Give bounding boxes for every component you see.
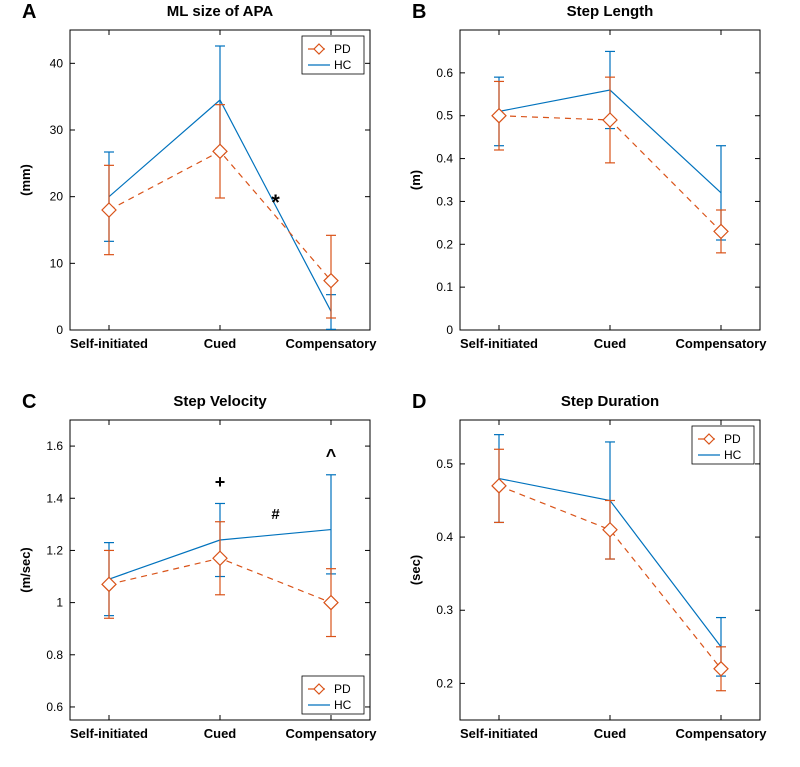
svg-text:10: 10 <box>50 256 64 270</box>
xtick-label: Cued <box>594 726 627 741</box>
xtick-label: Compensatory <box>675 726 767 741</box>
svg-text:0.4: 0.4 <box>436 152 453 166</box>
svg-text:0.3: 0.3 <box>436 603 453 617</box>
svg-text:1: 1 <box>56 596 63 610</box>
svg-text:1.2: 1.2 <box>46 543 63 557</box>
svg-text:0.6: 0.6 <box>436 66 453 80</box>
marker-diamond <box>714 224 728 238</box>
legend-label-hc: HC <box>334 58 352 72</box>
marker-diamond <box>213 551 227 565</box>
svg-text:0.8: 0.8 <box>46 648 63 662</box>
legend-label-hc: HC <box>724 448 742 462</box>
figure-container: 010203040Self-initiatedCuedCompensatory(… <box>0 0 800 767</box>
xtick-label: Cued <box>594 336 627 351</box>
marker-diamond <box>714 662 728 676</box>
panel-title: Step Velocity <box>173 393 267 410</box>
svg-text:0.5: 0.5 <box>436 457 453 471</box>
annotation: ^ <box>326 446 337 466</box>
svg-text:0.5: 0.5 <box>436 109 453 123</box>
panel-letter: B <box>412 1 426 23</box>
panel-title: Step Duration <box>561 393 659 410</box>
panel-B: 0 0.1 0.2 0.3 0.4 0.5 0.6 Self-initiated Cued Com… <box>405 0 775 355</box>
annotation: * <box>271 190 280 215</box>
xtick-label: Cued <box>204 726 237 741</box>
panel-letter: D <box>412 391 426 413</box>
marker-diamond <box>492 479 506 493</box>
panel-title: Step Length <box>567 3 654 20</box>
svg-text:20: 20 <box>50 190 64 204</box>
svg-text:0: 0 <box>56 323 63 337</box>
xtick-label: Self-initiated <box>70 336 148 351</box>
legend-box <box>302 36 364 74</box>
svg-text:0: 0 <box>446 323 453 337</box>
xtick-label: Compensatory <box>285 726 377 741</box>
xtick-label: Self-initiated <box>460 336 538 351</box>
marker-diamond <box>102 577 116 591</box>
marker-diamond <box>603 523 617 537</box>
svg-text:0.4: 0.4 <box>436 530 453 544</box>
panel-D: 0.2 0.3 0.4 0.5 Self-initiated Cued Compensato… <box>405 390 775 745</box>
y-axis-label: (m) <box>408 170 423 190</box>
marker-diamond <box>102 203 116 217</box>
annotation: # <box>271 506 280 523</box>
panel-A: 0 10 20 30 40 Self-initiated Cued Compensatory (… <box>15 0 385 355</box>
svg-text:30: 30 <box>50 123 64 137</box>
svg-text:1.4: 1.4 <box>46 491 63 505</box>
y-axis-label: (mm) <box>18 164 33 196</box>
svg-text:0.6: 0.6 <box>46 700 63 714</box>
legend-label-pd: PD <box>334 42 351 56</box>
svg-text:1.6: 1.6 <box>46 439 63 453</box>
legend-box <box>692 426 754 464</box>
legend-label-pd: PD <box>724 432 741 446</box>
panel-letter: A <box>22 1 36 23</box>
marker-diamond <box>324 596 338 610</box>
xtick-label: Compensatory <box>675 336 767 351</box>
y-axis-label: (sec) <box>408 555 423 585</box>
panel-letter: C <box>22 391 36 413</box>
xtick-label: Self-initiated <box>460 726 538 741</box>
xtick-label: Compensatory <box>285 336 377 351</box>
svg-text:0.2: 0.2 <box>436 676 453 690</box>
panel-title: ML size of APA <box>167 3 274 20</box>
legend-label-hc: HC <box>334 698 352 712</box>
marker-diamond <box>603 113 617 127</box>
legend-label-pd: PD <box>334 682 351 696</box>
annotation: + <box>215 472 226 492</box>
xtick-label: Self-initiated <box>70 726 148 741</box>
svg-text:0.2: 0.2 <box>436 237 453 251</box>
panel-C: 0.6 0.8 1 1.2 1.4 1.6 Self-initiated Cued Compen… <box>15 390 385 745</box>
svg-text:0.1: 0.1 <box>436 280 453 294</box>
svg-text:0.3: 0.3 <box>436 194 453 208</box>
legend-box <box>302 676 364 714</box>
xtick-label: Cued <box>204 336 237 351</box>
svg-text:40: 40 <box>50 56 64 70</box>
y-axis-label: (m/sec) <box>18 547 33 593</box>
